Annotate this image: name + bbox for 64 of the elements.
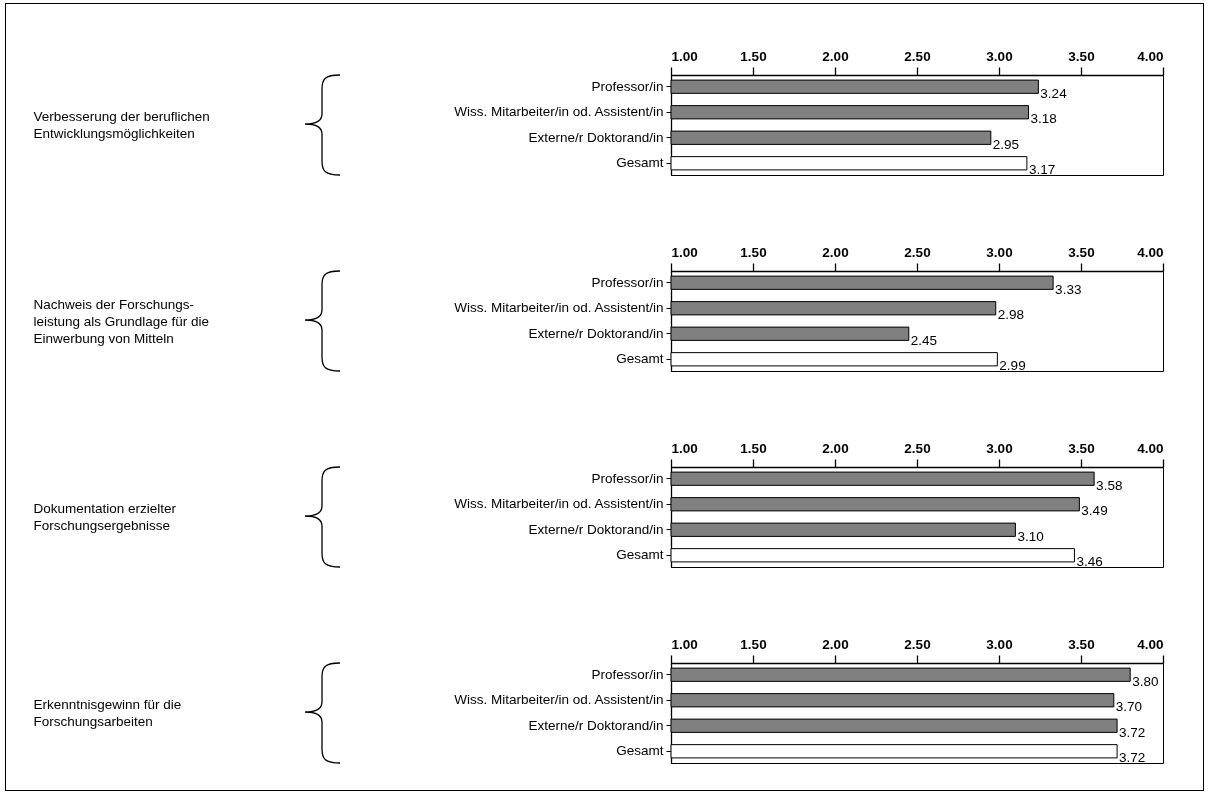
y-tick-label: Externe/r Doktorand/in [528,325,664,341]
x-tick-label: 1.50 [740,440,767,456]
data-label: 3.10 [1017,528,1044,544]
y-tick-label: Professor/in [591,666,664,682]
x-tick-label: 3.00 [986,48,1013,64]
x-tick-label: 1.50 [740,48,767,64]
x-tick-label: 2.00 [822,244,849,260]
data-label: 3.58 [1096,477,1123,493]
y-tick-label: Externe/r Doktorand/in [528,717,664,733]
data-label: 3.72 [1119,750,1146,766]
data-label: 3.33 [1055,281,1082,297]
x-tick-label: 4.00 [1137,244,1164,260]
data-label: 3.49 [1081,503,1108,519]
y-tick-label: Gesamt [616,547,664,563]
y-tick-label: Wiss. Mitarbeiter/in od. Assistent/in [454,692,664,708]
data-label: 3.80 [1132,673,1159,689]
y-tick-label: Wiss. Mitarbeiter/in od. Assistent/in [454,104,664,120]
y-axis-title: Nachweis der Forschungs-leistung als Grundlage für die Einwerbung von Mitteln [33,296,210,346]
y-tick-label: Externe/r Doktorand/in [528,129,664,145]
x-tick-label: 2.50 [904,48,931,64]
data-label: 3.72 [1119,724,1146,740]
y-tick-label: Wiss. Mitarbeiter/in od. Assistent/in [454,496,664,512]
y-axis-title: Verbesserung der beruflichen Entwicklungsmöglichkeiten [33,109,210,141]
y-tick-label: Wiss. Mitarbeiter/in od. Assistent/in [454,300,664,316]
data-label: 3.46 [1076,554,1103,570]
data-label: 2.99 [999,358,1026,374]
y-tick-label: Gesamt [616,743,664,759]
data-label: 3.70 [1115,699,1143,715]
x-tick-label: 2.50 [904,244,931,260]
y-tick-label: Professor/in [591,470,664,486]
y-tick-label: Gesamt [616,155,664,171]
y-tick-label: Externe/r Doktorand/in [528,521,664,537]
x-tick-label: 2.00 [822,636,849,652]
x-tick-label: 3.00 [986,244,1013,260]
y-tick-label: Professor/in [591,78,664,94]
x-tick-label: 1.50 [740,636,767,652]
x-tick-label: 4.00 [1137,636,1164,652]
data-label: 3.18 [1030,111,1057,127]
x-tick-label: 4.00 [1137,440,1164,456]
x-tick-label: 1.50 [740,244,767,260]
x-tick-label: 2.50 [904,636,931,652]
x-tick-label: 1.00 [671,244,698,260]
x-tick-label: 1.00 [671,440,698,456]
x-tick-label: 2.50 [904,440,931,456]
y-axis-title: Dokumentation erzielter Forschungsergebnisse [33,501,177,533]
x-tick-label: 3.50 [1068,48,1095,64]
x-tick-label: 1.00 [671,636,698,652]
x-tick-label: 3.50 [1068,244,1095,260]
y-axis-title: Erkenntnisgewinn für die Forschungsarbeiten [33,697,182,729]
x-tick-label: 1.00 [671,48,698,64]
data-label: 3.24 [1040,85,1068,101]
x-tick-label: 3.50 [1068,440,1095,456]
y-tick-label: Professor/in [591,274,664,290]
data-label: 3.17 [1028,162,1056,178]
x-tick-label: 2.00 [822,48,849,64]
x-tick-label: 3.50 [1068,636,1095,652]
x-tick-label: 3.00 [986,440,1013,456]
x-tick-label: 2.00 [822,440,849,456]
data-label: 2.98 [997,307,1024,323]
data-label: 2.45 [910,332,938,348]
y-tick-label: Gesamt [616,351,664,367]
x-tick-label: 3.00 [986,636,1013,652]
x-tick-label: 4.00 [1137,48,1164,64]
data-label: 2.95 [992,136,1020,152]
